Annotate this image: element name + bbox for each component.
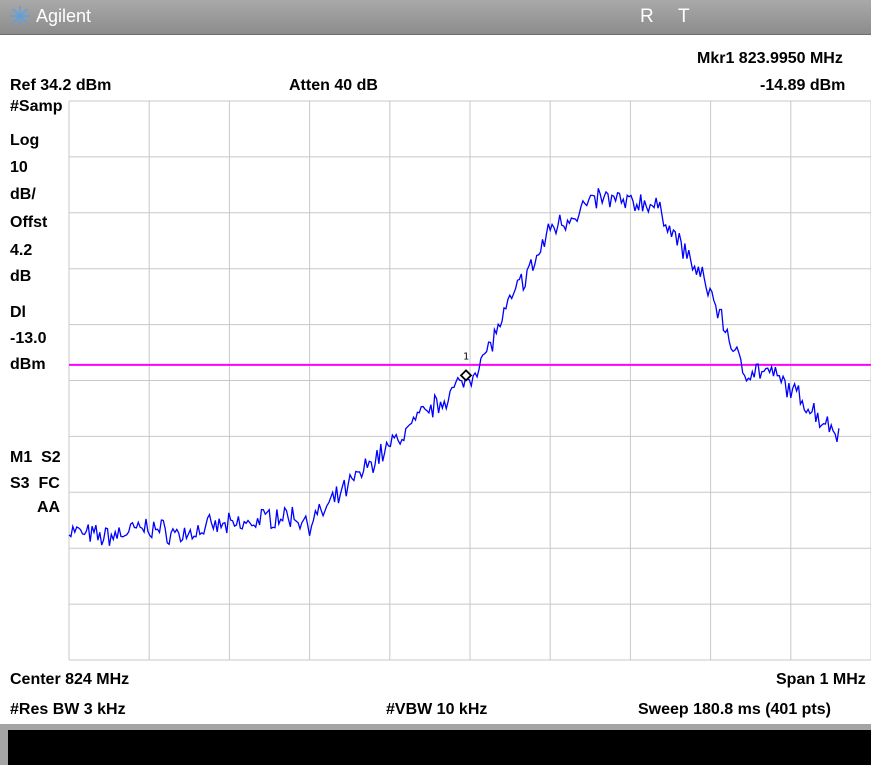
ref-level[interactable]: Ref 34.2 dBm xyxy=(10,77,112,94)
display-line-value: -13.0 xyxy=(10,330,47,347)
display-line-unit: dBm xyxy=(10,356,46,373)
marker-diamond-icon[interactable] xyxy=(459,369,473,382)
sweep-time[interactable]: Sweep 180.8 ms (401 pts) xyxy=(638,701,831,718)
scale-value: 10 xyxy=(10,159,28,176)
message-panel xyxy=(0,724,871,765)
title-bar: Agilent R T xyxy=(0,0,871,35)
offset-value: 4.2 xyxy=(10,242,33,259)
span[interactable]: Span 1 MHz xyxy=(776,671,866,688)
marker-frequency-readout: Mkr1 823.9950 MHz xyxy=(697,50,843,67)
scale-unit: dB/ xyxy=(10,186,36,203)
display-line-label: Dl xyxy=(10,304,26,321)
video-bandwidth[interactable]: #VBW 10 kHz xyxy=(386,701,488,718)
status-trigger: T xyxy=(678,6,690,27)
resolution-bandwidth[interactable]: #Res BW 3 kHz xyxy=(10,701,126,718)
detector-mode: #Samp xyxy=(10,98,63,115)
marker-number: 1 xyxy=(463,351,469,362)
scale-type: Log xyxy=(10,132,40,149)
message-bar xyxy=(8,730,871,765)
attenuation[interactable]: Atten 40 dB xyxy=(289,77,378,94)
marker-level-readout: -14.89 dBm xyxy=(760,77,846,94)
spectrum-trace xyxy=(68,188,840,546)
graticule xyxy=(68,100,871,661)
offset-unit: dB xyxy=(10,268,32,285)
trace-status-1: M1 S2 xyxy=(10,449,61,466)
marker-1[interactable]: 1 xyxy=(459,351,473,382)
trace-status-2: S3 FC xyxy=(10,475,60,492)
status-remote: R xyxy=(640,6,654,27)
agilent-spark-icon xyxy=(10,6,30,26)
trace-status-3: AA xyxy=(37,499,61,516)
app-name: Agilent xyxy=(36,6,92,26)
center-frequency[interactable]: Center 824 MHz xyxy=(10,671,130,688)
offset-label: Offst xyxy=(10,214,48,231)
